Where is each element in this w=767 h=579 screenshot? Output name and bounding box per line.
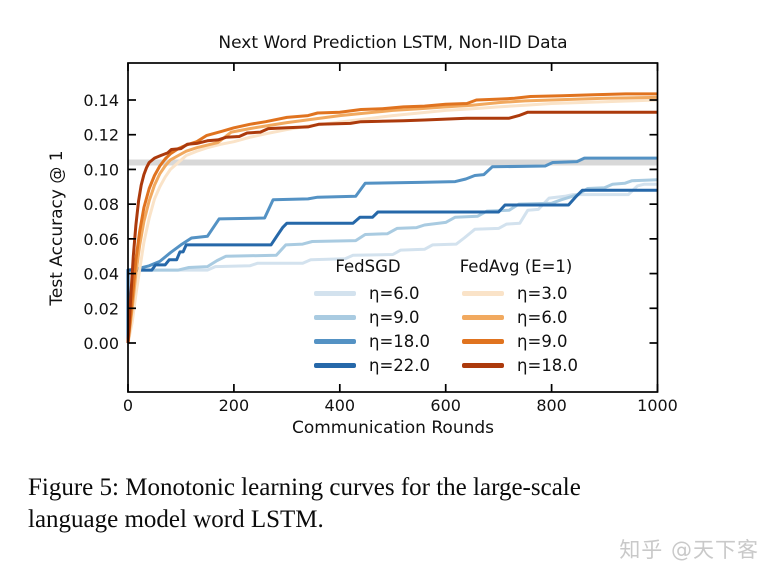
legend-item: η=3.0	[454, 281, 578, 305]
legend-label: η=6.0	[517, 307, 568, 327]
legend-label: η=18.0	[517, 355, 579, 375]
y-tick-label: 0.00	[83, 334, 119, 353]
legend-swatch-line	[314, 290, 356, 296]
x-tick-label: 600	[430, 396, 461, 415]
caption-line-2: language model word LSTM.	[28, 506, 324, 533]
legend-label: η=3.0	[517, 283, 568, 303]
legend-label: η=9.0	[517, 331, 568, 351]
x-tick-label: 1000	[637, 396, 678, 415]
legend-swatch-line	[314, 314, 356, 320]
legend-swatch-line	[314, 362, 356, 368]
series-FedSGD-2	[126, 156, 658, 343]
legend-group: FedSGD η=6.0 η=9.0 η=18.0 η=22.0	[306, 257, 430, 377]
y-tick-label: 0.10	[83, 160, 119, 179]
y-tick-label: 0.02	[83, 299, 119, 318]
y-tick-label: 0.06	[83, 230, 119, 249]
y-tick-label: 0.08	[83, 195, 119, 214]
legend-swatch-line	[462, 362, 505, 368]
axes-frame	[127, 62, 659, 393]
legend-item: η=22.0	[306, 353, 430, 377]
watermark: 知乎 @天下客	[619, 538, 759, 562]
legend-swatch-line	[462, 338, 505, 344]
series-FedAvgE-5	[126, 95, 658, 344]
figure-caption: Figure 5: Monotonic learning curves for …	[28, 472, 744, 536]
x-tick-label: 400	[325, 396, 356, 415]
series-FedSGD-3	[126, 188, 658, 343]
caption-line-1: Figure 5: Monotonic learning curves for …	[28, 474, 581, 501]
legend-group: FedAvg (E=1) η=3.0 η=6.0 η=9.0 η=18.0	[454, 257, 578, 377]
y-tick-label: 0.04	[83, 265, 119, 284]
series-FedAvgE-7	[126, 110, 658, 344]
legend-label: η=22.0	[369, 355, 431, 375]
legend-label: η=18.0	[369, 331, 431, 351]
x-tick-label: 0	[123, 396, 133, 415]
legend-swatch-line	[314, 338, 356, 344]
legend-label: η=9.0	[369, 307, 420, 327]
x-axis-label: Communication Rounds	[291, 418, 495, 438]
legend-swatch-line	[462, 314, 505, 320]
series-FedAvgE-4	[126, 98, 658, 344]
legend-item: η=6.0	[454, 305, 578, 329]
y-axis-label: Test Accuracy @ 1	[47, 150, 67, 306]
legend-item: η=18.0	[454, 353, 578, 377]
series-FedSGD-0	[126, 182, 658, 343]
legend-item: η=6.0	[306, 281, 430, 305]
legend-item: η=18.0	[306, 329, 430, 353]
x-tick-label: 200	[219, 396, 250, 415]
chart-plot-area: 0 200 400 600 800 1000 0.00 0.02 0.04 0.06 0.08 0.1…	[83, 62, 678, 415]
series-FedAvgE-6	[126, 92, 658, 344]
legend-label: η=6.0	[369, 283, 420, 303]
y-tick-label: 0.12	[83, 126, 119, 145]
legend-swatch-line	[462, 290, 505, 296]
legend-header: FedAvg (E=1)	[459, 257, 573, 276]
chart-title: Next Word Prediction LSTM, Non-IID Data	[218, 33, 568, 53]
y-tick-label: 0.14	[83, 91, 119, 110]
legend-header: FedSGD	[335, 257, 401, 276]
legend-item: η=9.0	[306, 305, 430, 329]
legend-item: η=9.0	[454, 329, 578, 353]
legend: FedSGD η=6.0 η=9.0 η=18.0 η=22.0 FedAvg (E=1)…	[306, 257, 578, 377]
x-tick-label: 800	[536, 396, 567, 415]
